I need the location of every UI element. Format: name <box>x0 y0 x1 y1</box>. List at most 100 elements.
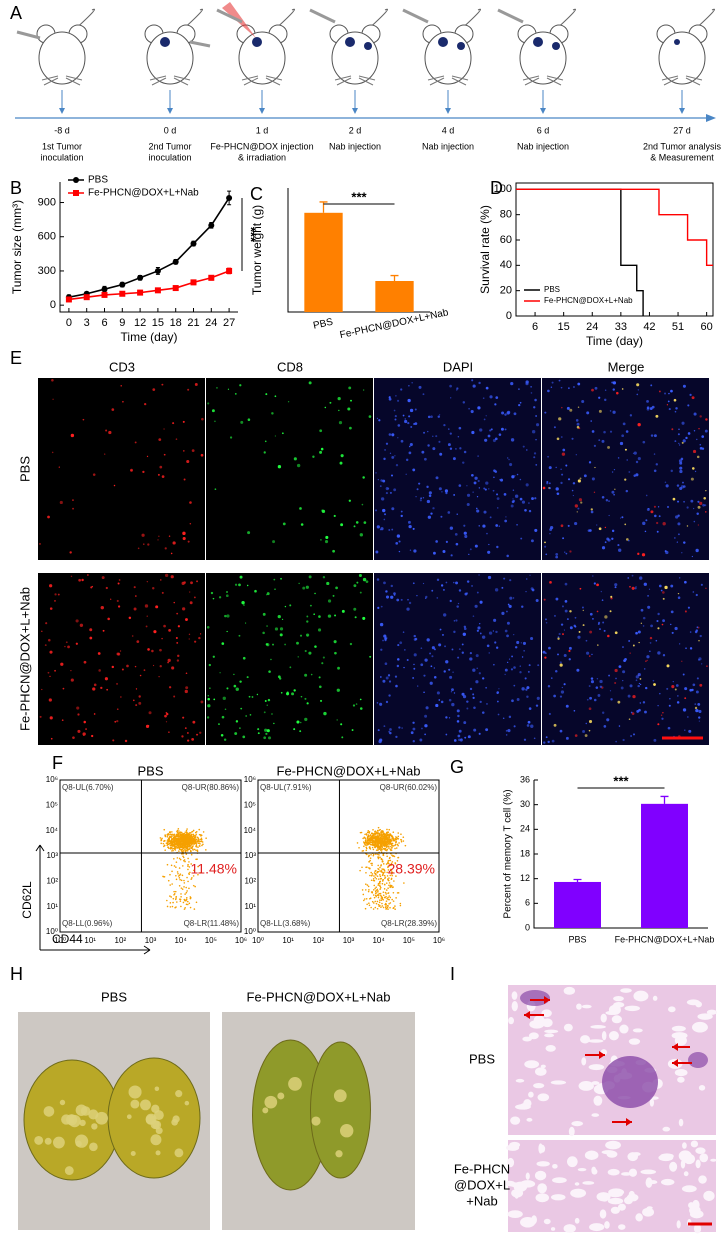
stain-speck <box>615 669 618 672</box>
event-dot <box>390 849 392 851</box>
event-dot <box>182 834 184 836</box>
stain-speck <box>701 435 704 438</box>
stain-speck <box>610 698 612 700</box>
event-dot <box>390 884 392 886</box>
column-label: CD8 <box>277 359 303 374</box>
stain-speck <box>477 668 478 669</box>
event-dot <box>174 842 176 844</box>
event-dot <box>385 893 387 895</box>
stain-speck <box>659 391 661 393</box>
stain-speck <box>636 383 639 386</box>
stain-speck <box>697 703 700 706</box>
stain-speck <box>629 718 631 720</box>
event-dot <box>370 857 372 859</box>
y-tick-label: 300 <box>38 265 56 277</box>
stain-speck <box>304 674 307 677</box>
event-dot <box>183 847 185 849</box>
event-dot <box>372 835 374 837</box>
stain-speck <box>60 501 63 504</box>
plot-title: Fe-PHCN@DOX+L+Nab <box>277 763 421 778</box>
stain-speck <box>418 483 420 485</box>
stain-speck <box>162 592 164 594</box>
stain-speck <box>611 382 613 384</box>
event-dot <box>175 897 177 899</box>
stain-speck <box>479 623 480 624</box>
event-dot <box>381 896 383 898</box>
stain-speck <box>574 522 577 525</box>
event-dot <box>391 840 393 842</box>
stain-speck <box>145 604 148 607</box>
stain-speck <box>679 444 680 445</box>
stain-speck <box>554 615 556 617</box>
stain-speck <box>452 649 454 651</box>
stain-speck <box>94 713 96 715</box>
stain-speck <box>399 641 402 644</box>
stain-speck <box>391 507 394 510</box>
stain-speck <box>136 688 137 689</box>
stain-speck <box>615 678 617 680</box>
stain-speck <box>380 485 382 487</box>
stain-speck <box>682 442 684 444</box>
stain-speck <box>397 534 400 537</box>
airspace <box>544 1219 551 1224</box>
event-dot <box>405 845 407 847</box>
event-dot <box>180 893 182 895</box>
stain-speck <box>39 543 41 545</box>
stain-speck <box>529 707 532 710</box>
stain-speck <box>561 524 564 527</box>
stain-speck <box>441 491 442 492</box>
event-dot <box>170 906 172 908</box>
stain-speck <box>245 715 247 717</box>
stain-speck <box>517 474 519 476</box>
stain-speck <box>491 428 493 430</box>
airspace <box>602 1150 615 1154</box>
stain-speck <box>408 415 410 417</box>
stain-speck <box>553 695 556 698</box>
stain-speck <box>282 432 284 434</box>
airspace <box>677 1220 681 1228</box>
stain-speck <box>638 389 639 390</box>
stain-speck <box>673 681 674 682</box>
stain-speck <box>544 599 546 601</box>
event-dot <box>363 845 365 847</box>
event-dot <box>391 847 393 849</box>
airspace <box>640 1169 656 1174</box>
stain-speck <box>457 709 460 712</box>
event-dot <box>175 866 177 868</box>
stain-speck <box>694 430 695 431</box>
stain-speck <box>381 606 383 608</box>
stain-speck <box>531 587 534 590</box>
airspace <box>535 1171 546 1181</box>
stain-speck <box>379 703 382 706</box>
stain-speck <box>241 601 244 604</box>
stain-speck <box>163 625 166 628</box>
event-dot <box>183 857 185 859</box>
y-axis-label: CD62L <box>20 881 34 919</box>
stain-speck <box>386 443 388 445</box>
event-dot <box>171 842 173 844</box>
stain-speck <box>467 580 469 582</box>
stain-speck <box>54 670 56 672</box>
stain-speck <box>434 676 437 679</box>
stain-speck <box>562 633 564 635</box>
stain-speck <box>685 610 687 612</box>
stain-speck <box>530 386 531 387</box>
event-dot <box>386 882 388 884</box>
event-dot <box>169 874 171 876</box>
lung-lobe <box>311 1042 371 1178</box>
stain-speck <box>141 534 144 537</box>
airspace <box>669 1162 677 1172</box>
stain-speck <box>60 663 63 666</box>
stain-speck <box>362 476 364 478</box>
stain-speck <box>188 541 190 543</box>
stain-speck <box>475 605 478 608</box>
data-point <box>66 296 72 302</box>
stain-speck <box>704 504 706 506</box>
event-dot <box>379 841 381 843</box>
stain-speck <box>555 598 558 601</box>
event-dot <box>368 902 370 904</box>
stain-speck <box>194 641 196 643</box>
y-axis-label: Tumor size (mm³) <box>10 200 24 294</box>
event-dot <box>382 880 384 882</box>
stain-speck <box>656 522 658 524</box>
